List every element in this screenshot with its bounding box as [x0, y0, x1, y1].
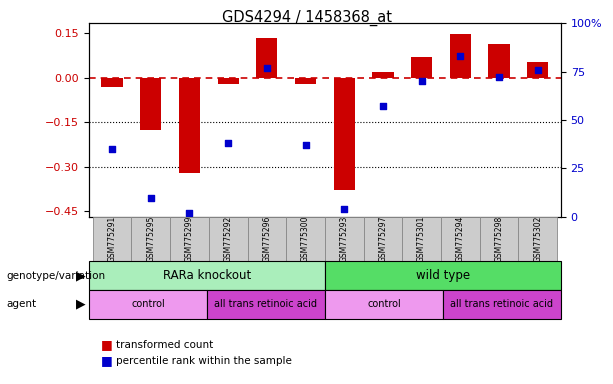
- Bar: [207, 290, 325, 319]
- Text: RARa knockout: RARa knockout: [163, 269, 251, 282]
- Bar: [450, 34, 471, 78]
- Bar: [333, 78, 355, 190]
- Bar: [325, 261, 561, 290]
- Bar: [402, 217, 441, 261]
- Bar: [286, 217, 325, 261]
- Point: [300, 142, 310, 148]
- Bar: [218, 78, 239, 84]
- Bar: [131, 217, 170, 261]
- Text: GSM775293: GSM775293: [340, 216, 349, 262]
- Bar: [179, 78, 200, 172]
- Point: [185, 210, 194, 216]
- Text: transformed count: transformed count: [116, 340, 214, 350]
- Text: GSM775296: GSM775296: [262, 216, 272, 262]
- Bar: [295, 78, 316, 84]
- Text: GSM775301: GSM775301: [417, 216, 426, 262]
- Bar: [170, 217, 209, 261]
- Point: [262, 65, 272, 71]
- Text: GSM775302: GSM775302: [533, 216, 542, 262]
- Text: agent: agent: [6, 299, 36, 310]
- Text: ■: ■: [101, 338, 113, 351]
- Point: [455, 53, 465, 59]
- Text: GSM775299: GSM775299: [185, 216, 194, 262]
- Text: GSM775291: GSM775291: [108, 216, 116, 262]
- Bar: [364, 217, 402, 261]
- Bar: [93, 217, 131, 261]
- Bar: [89, 290, 207, 319]
- Point: [340, 206, 349, 212]
- Text: all trans retinoic acid: all trans retinoic acid: [215, 299, 318, 310]
- Point: [417, 78, 427, 84]
- Bar: [102, 78, 123, 87]
- Text: percentile rank within the sample: percentile rank within the sample: [116, 356, 292, 366]
- Text: GSM775297: GSM775297: [378, 216, 387, 262]
- Bar: [89, 261, 325, 290]
- Text: all trans retinoic acid: all trans retinoic acid: [451, 299, 554, 310]
- Bar: [140, 78, 161, 130]
- Bar: [441, 217, 479, 261]
- Text: GSM775294: GSM775294: [456, 216, 465, 262]
- Text: genotype/variation: genotype/variation: [6, 270, 105, 281]
- Point: [223, 140, 233, 146]
- Text: control: control: [367, 299, 401, 310]
- Bar: [248, 217, 286, 261]
- Text: GSM775298: GSM775298: [495, 216, 503, 262]
- Point: [146, 195, 156, 201]
- Text: ▶: ▶: [76, 298, 86, 311]
- Text: GDS4294 / 1458368_at: GDS4294 / 1458368_at: [221, 10, 392, 26]
- Bar: [372, 72, 394, 78]
- Text: wild type: wild type: [416, 269, 470, 282]
- Point: [533, 66, 543, 73]
- Point: [494, 74, 504, 80]
- Point: [378, 103, 388, 109]
- Text: control: control: [131, 299, 165, 310]
- Bar: [209, 217, 248, 261]
- Text: GSM775295: GSM775295: [147, 216, 155, 262]
- Text: GSM775300: GSM775300: [301, 216, 310, 262]
- Bar: [443, 290, 561, 319]
- Bar: [479, 217, 519, 261]
- Text: ▶: ▶: [76, 269, 86, 282]
- Bar: [256, 38, 278, 78]
- Text: ■: ■: [101, 354, 113, 367]
- Bar: [527, 61, 548, 78]
- Bar: [519, 217, 557, 261]
- Bar: [325, 290, 443, 319]
- Point: [107, 146, 117, 152]
- Bar: [325, 217, 364, 261]
- Bar: [489, 44, 509, 78]
- Bar: [411, 57, 432, 78]
- Text: GSM775292: GSM775292: [224, 216, 233, 262]
